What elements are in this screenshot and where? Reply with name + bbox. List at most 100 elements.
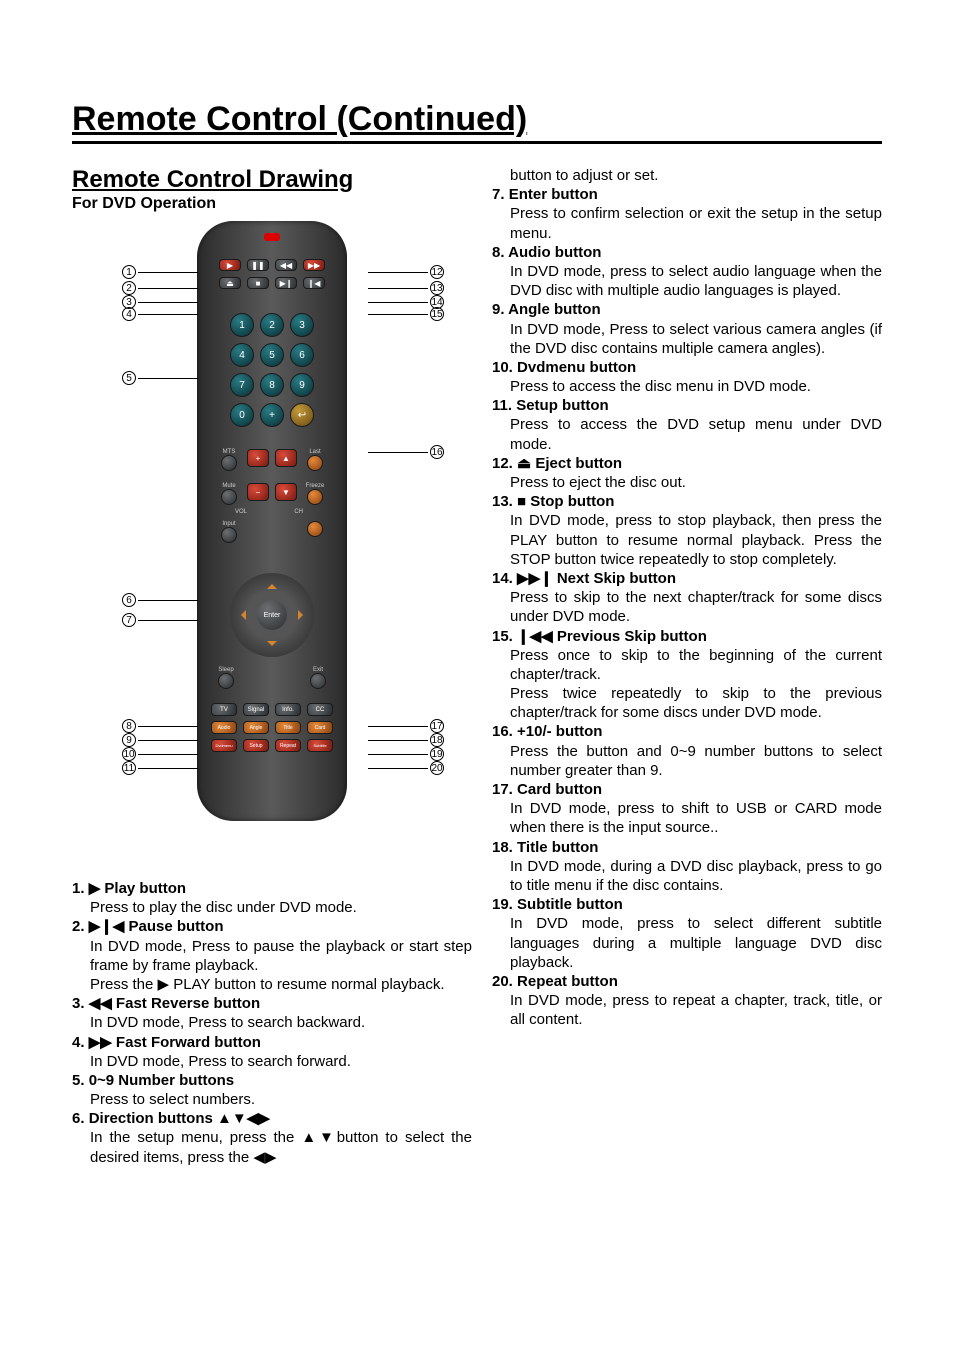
ffwd-button[interactable]: ▶▶ <box>303 259 325 271</box>
callout-7: 7 <box>122 613 198 627</box>
rew-button[interactable]: ◀◀ <box>275 259 297 271</box>
item-body: Press once to skip to the beginning of t… <box>492 646 882 684</box>
item-body: In DVD mode, press to repeat a chapter, … <box>492 991 882 1029</box>
callout-6: 6 <box>122 593 198 607</box>
vol-label: VOL <box>235 509 247 515</box>
callout-12: 12 <box>368 265 444 279</box>
callout-17: 17 <box>368 719 444 733</box>
item-body: In DVD mode, press to stop playback, the… <box>492 511 882 569</box>
item-body: Press to select numbers. <box>72 1090 472 1109</box>
item-title: 8. Audio button <box>492 243 882 262</box>
last-button[interactable] <box>307 455 323 471</box>
direction-pad[interactable]: Enter <box>230 573 314 657</box>
vol-down-button[interactable]: − <box>247 483 269 501</box>
subtitle-button[interactable]: Subtitle <box>307 739 333 752</box>
mts-label: MTS <box>223 449 236 455</box>
ch-up-button[interactable]: ▲ <box>275 449 297 467</box>
item-title: 20. Repeat button <box>492 972 882 991</box>
callout-11: 11 <box>122 761 198 775</box>
item-body: Press twice repeatedly to skip to the pr… <box>492 684 882 722</box>
num-8-button[interactable]: 8 <box>260 373 284 397</box>
item-body: Press to access the disc menu in DVD mod… <box>492 377 882 396</box>
setup-button[interactable]: Setup <box>243 739 269 752</box>
signal-button[interactable]: Signal <box>243 703 269 716</box>
item-title: 19. Subtitle button <box>492 895 882 914</box>
cc-button[interactable]: CC <box>307 703 333 716</box>
callout-1: 1 <box>122 265 198 279</box>
num-7-button[interactable]: 7 <box>230 373 254 397</box>
content-columns: Remote Control Drawing For DVD Operation… <box>72 166 882 1167</box>
callout-10: 10 <box>122 747 198 761</box>
item-body: Press to skip to the next chapter/track … <box>492 588 882 626</box>
vol-up-button[interactable]: + <box>247 449 269 467</box>
item-title: 12. ⏏ Eject button <box>492 454 882 473</box>
enter-button[interactable]: Enter <box>257 600 287 630</box>
item-body: Press to confirm selection or exit the s… <box>492 204 882 242</box>
pause-button[interactable]: ❚❚ <box>247 259 269 271</box>
stop-button[interactable]: ■ <box>247 277 269 289</box>
left-description-list: 1. ▶ Play buttonPress to play the disc u… <box>72 879 472 1167</box>
item-body: Press the ▶ PLAY button to resume normal… <box>72 975 472 994</box>
input-label: Input <box>222 521 235 527</box>
num-5-button[interactable]: 5 <box>260 343 284 367</box>
num-6-button[interactable]: 6 <box>290 343 314 367</box>
title-button[interactable]: Title <box>275 721 301 734</box>
audio-button[interactable]: Audio <box>211 721 237 734</box>
ch-down-button[interactable]: ▼ <box>275 483 297 501</box>
up-arrow-icon <box>267 579 277 589</box>
num-3-button[interactable]: 3 <box>290 313 314 337</box>
ir-led-icon <box>264 233 280 241</box>
item-title: 18. Title button <box>492 838 882 857</box>
play-button[interactable]: ▶ <box>219 259 241 271</box>
item-title: 17. Card button <box>492 780 882 799</box>
mts-button[interactable] <box>221 455 237 471</box>
return-button[interactable]: ↩ <box>290 403 314 427</box>
misc-button[interactable] <box>307 521 323 537</box>
item-title: 3. ◀◀ Fast Reverse button <box>72 994 472 1013</box>
mute-button[interactable] <box>221 489 237 505</box>
card-button[interactable]: Card <box>307 721 333 734</box>
right-arrow-icon <box>298 610 308 620</box>
item-body: In the setup menu, press the ▲▼button to… <box>72 1128 472 1166</box>
item-title: 15. ❙◀◀ Previous Skip button <box>492 627 882 646</box>
item-body: In DVD mode, Press to pause the playback… <box>72 937 472 975</box>
subtitle: Remote Control Drawing <box>72 166 472 194</box>
num-2-button[interactable]: 2 <box>260 313 284 337</box>
eject-button[interactable]: ⏏ <box>219 277 241 289</box>
tv-button[interactable]: TV <box>211 703 237 716</box>
remote-diagram: ▶ ❚❚ ◀◀ ▶▶ ⏏ ■ ▶❙ ❙◀ 123 456 789 0+↩ <box>72 221 472 861</box>
exit-button[interactable] <box>310 673 326 689</box>
freeze-button[interactable] <box>307 489 323 505</box>
repeat-button[interactable]: Repeat <box>275 739 301 752</box>
num-1-button[interactable]: 1 <box>230 313 254 337</box>
callout-5: 5 <box>122 371 198 385</box>
num-9-button[interactable]: 9 <box>290 373 314 397</box>
item-body: In DVD mode, press to select different s… <box>492 914 882 972</box>
item-title: 4. ▶▶ Fast Forward button <box>72 1033 472 1052</box>
subtitle-sub: For DVD Operation <box>72 195 472 213</box>
callout-8: 8 <box>122 719 198 733</box>
item-body: In DVD mode, Press to search forward. <box>72 1052 472 1071</box>
item-body: Press the button and 0~9 number buttons … <box>492 742 882 780</box>
callout-18: 18 <box>368 733 444 747</box>
info-button[interactable]: Info. <box>275 703 301 716</box>
num-4-button[interactable]: 4 <box>230 343 254 367</box>
left-arrow-icon <box>236 610 246 620</box>
next-skip-button[interactable]: ▶❙ <box>275 277 297 289</box>
prev-skip-button[interactable]: ❙◀ <box>303 277 325 289</box>
sleep-button[interactable] <box>218 673 234 689</box>
item-title: 13. ■ Stop button <box>492 492 882 511</box>
num-0-button[interactable]: 0 <box>230 403 254 427</box>
item-title: 16. +10/- button <box>492 722 882 741</box>
item-title: 14. ▶▶❙ Next Skip button <box>492 569 882 588</box>
dvdmenu-button[interactable]: Dvdmenu <box>211 739 237 752</box>
item-body: In DVD mode, during a DVD disc playback,… <box>492 857 882 895</box>
plus10-button[interactable]: + <box>260 403 284 427</box>
callout-4: 4 <box>122 307 198 321</box>
input-button[interactable] <box>221 527 237 543</box>
item-body: In DVD mode, Press to search backward. <box>72 1013 472 1032</box>
angle-button[interactable]: Angle <box>243 721 269 734</box>
callout-15: 15 <box>368 307 444 321</box>
item-body: Press to access the DVD setup menu under… <box>492 415 882 453</box>
item-body: Press to play the disc under DVD mode. <box>72 898 472 917</box>
